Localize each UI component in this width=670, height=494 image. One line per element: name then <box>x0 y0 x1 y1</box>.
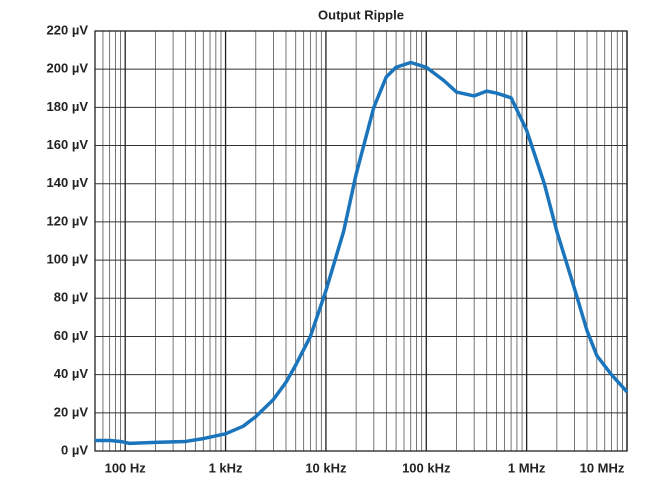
x-tick-label: 10 kHz <box>305 460 347 475</box>
x-tick-label: 100 Hz <box>105 460 147 475</box>
y-tick-label: 200 µV <box>47 61 89 76</box>
y-tick-label: 120 µV <box>47 213 89 228</box>
y-tick-label: 80 µV <box>54 290 89 305</box>
y-tick-label: 40 µV <box>54 366 89 381</box>
y-tick-label: 60 µV <box>54 328 89 343</box>
y-tick-label: 140 µV <box>47 175 89 190</box>
x-tick-label: 1 kHz <box>209 460 243 475</box>
plot-frame <box>94 30 628 452</box>
x-tick-label: 1 MHz <box>508 460 546 475</box>
y-tick-label: 220 µV <box>47 22 89 37</box>
chart-title: Output Ripple <box>318 7 404 22</box>
x-tick-label: 10 MHz <box>580 460 625 475</box>
data-line <box>95 60 629 446</box>
y-tick-label: 20 µV <box>54 404 89 419</box>
x-tick-label: 100 kHz <box>402 460 451 475</box>
y-tick-label: 160 µV <box>47 137 89 152</box>
y-tick-label: 0 µV <box>61 442 88 457</box>
y-tick-label: 180 µV <box>47 99 89 114</box>
y-tick-label: 100 µV <box>47 252 89 267</box>
